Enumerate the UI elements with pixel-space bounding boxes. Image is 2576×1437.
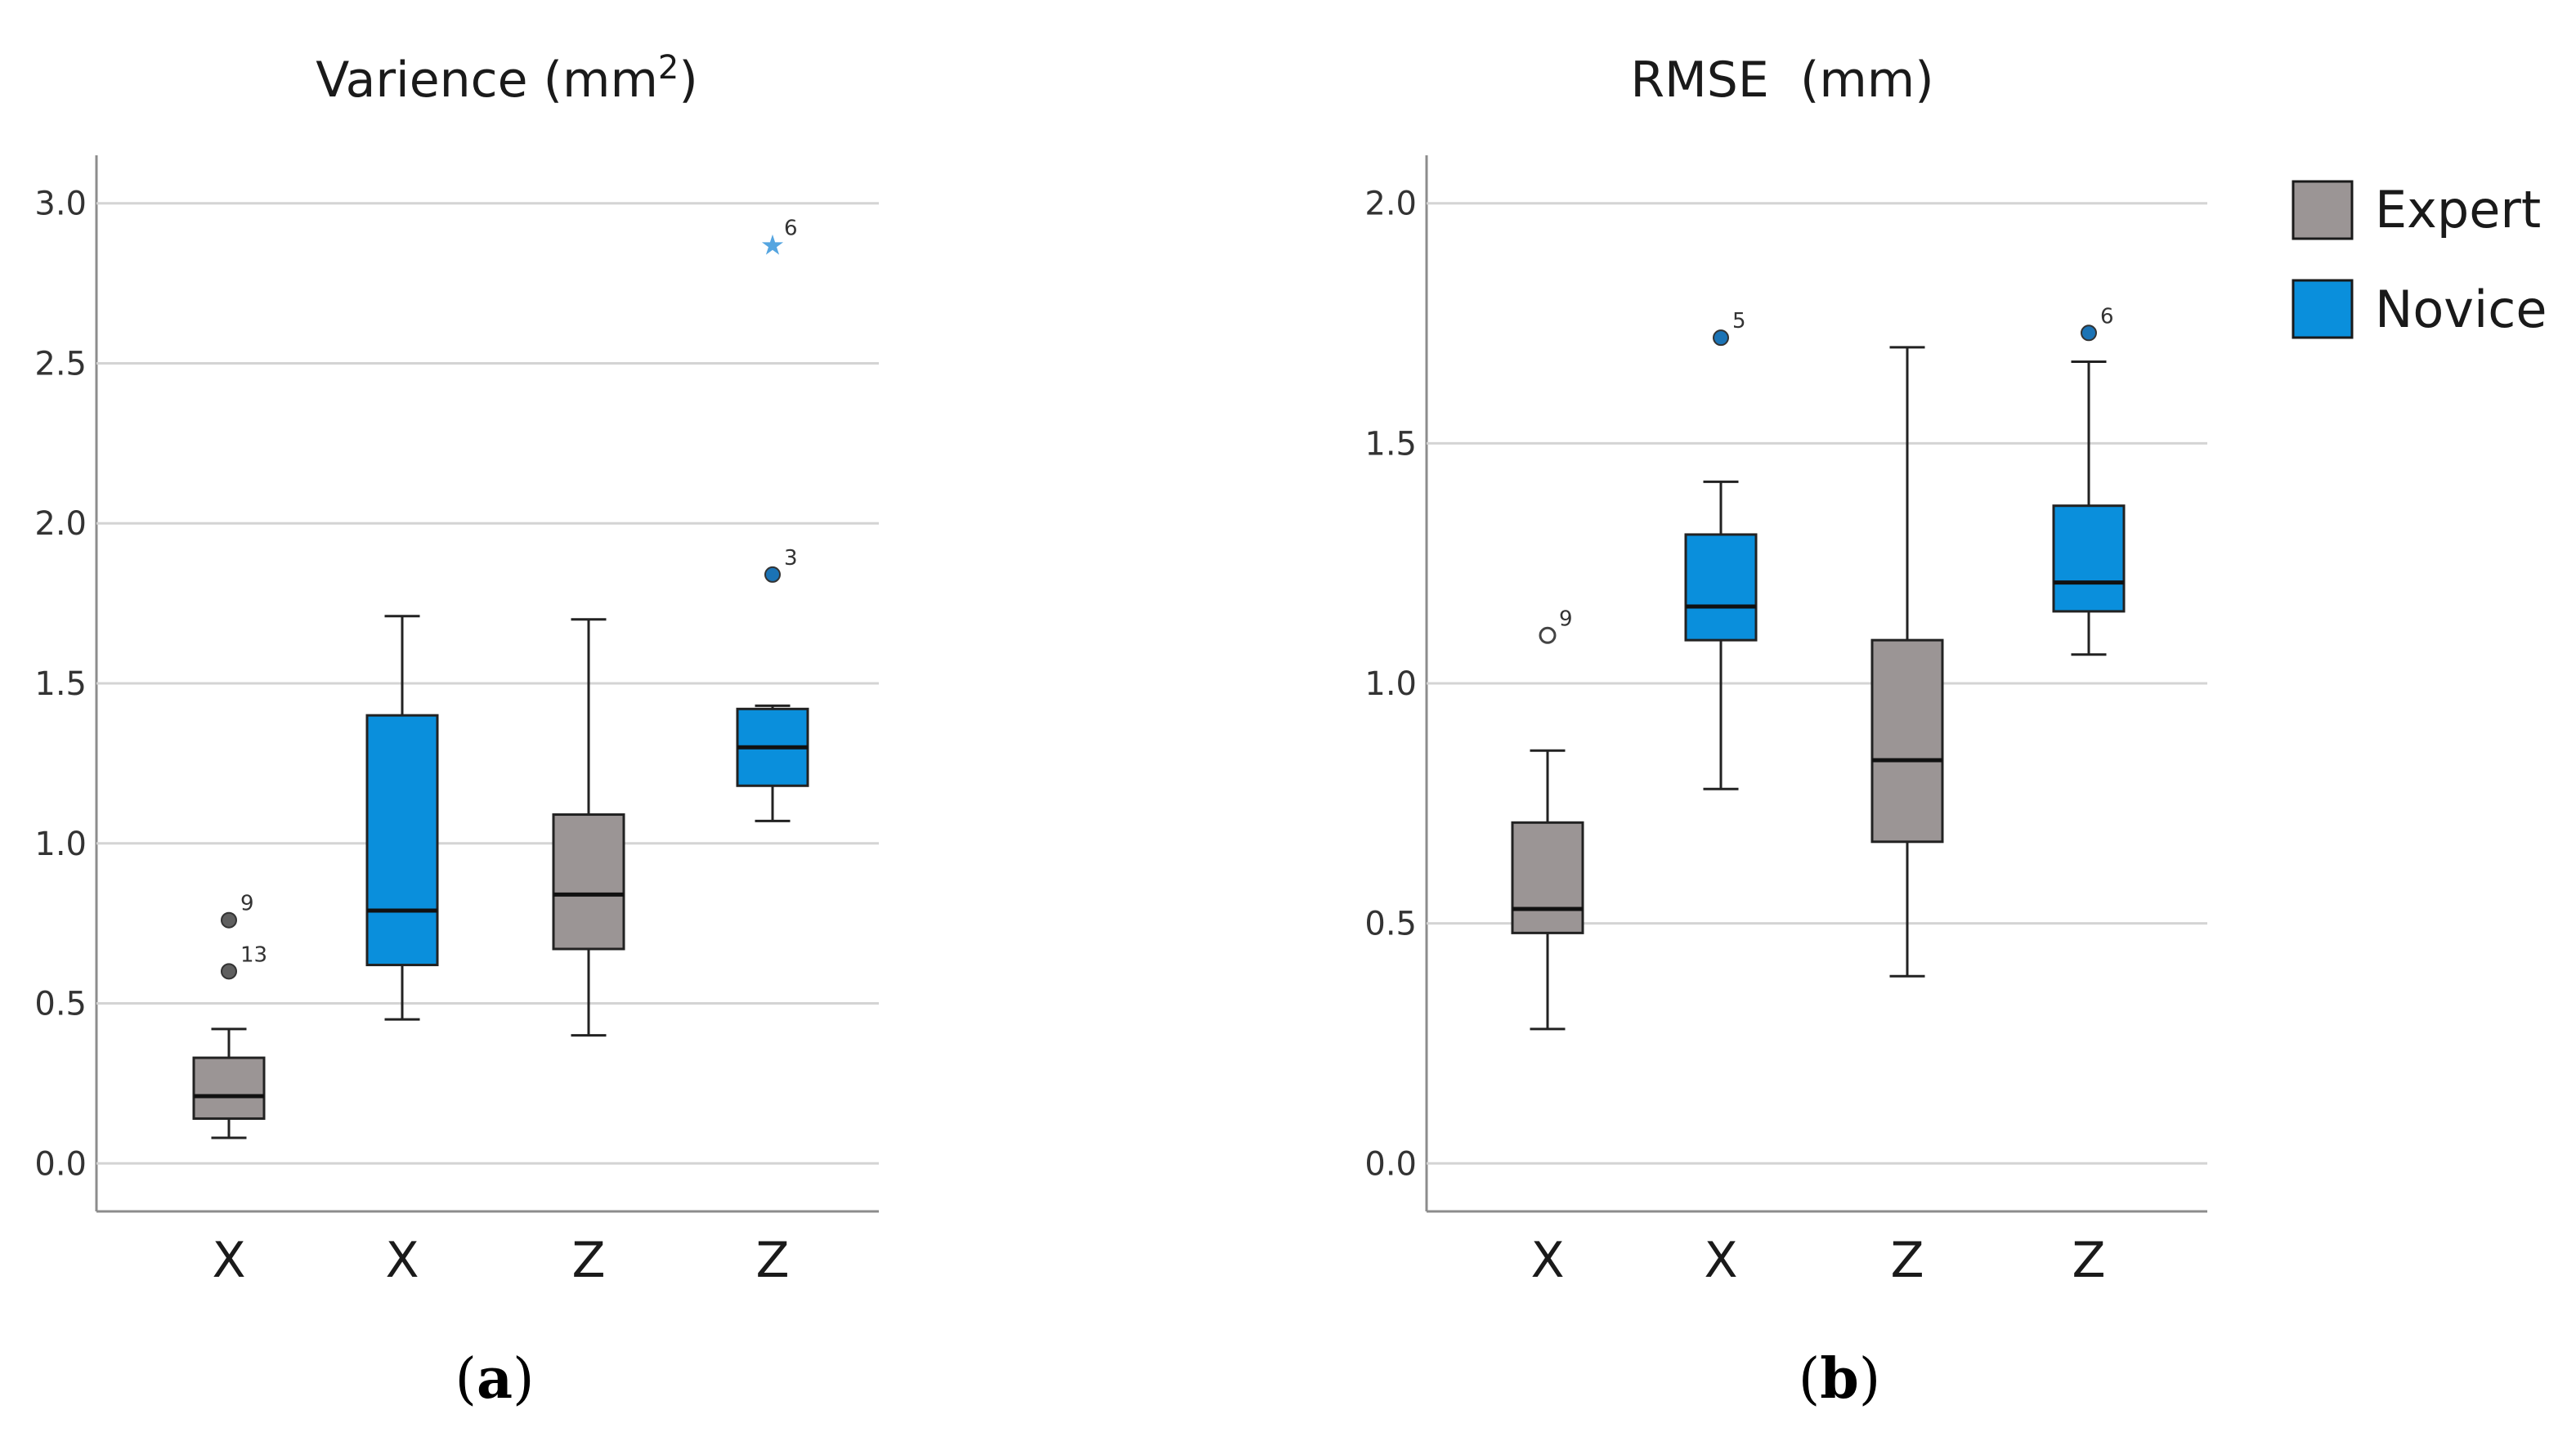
outlier-marker xyxy=(221,911,237,929)
box-iqr xyxy=(2052,504,2126,613)
outlier-marker xyxy=(764,566,781,583)
box-iqr xyxy=(365,714,439,967)
chart-rmse: RMSE (mm) 0.0 0.5 1.0 1.5 2.0 X X Z Z 9 5 6 (b) xyxy=(1364,51,2207,1412)
y-tick-label: 0.5 xyxy=(34,986,87,1023)
x-category-label: X xyxy=(1530,1232,1564,1289)
y-tick-label: 2.5 xyxy=(34,345,87,383)
box-expert-z xyxy=(552,618,625,1037)
y-tick-label: 1.0 xyxy=(34,826,87,863)
box-iqr xyxy=(1511,821,1584,934)
x-category-label: Z xyxy=(571,1232,605,1289)
outlier-label: 9 xyxy=(240,892,254,916)
legend-swatch-expert xyxy=(2292,180,2354,240)
box-novice-x xyxy=(365,615,439,1021)
x-category-label: Z xyxy=(1890,1232,1924,1289)
y-tick-label: 2.0 xyxy=(1364,186,1417,223)
chart-variance: Varience (mm2) 0.0 0.5 1.0 1.5 2.0 2.5 3.0 X X Z… xyxy=(34,49,879,1412)
y-tick-label: 2.0 xyxy=(34,505,87,543)
y-tick-labels: 0.0 0.5 1.0 1.5 2.0 2.5 3.0 xyxy=(34,186,87,1184)
outlier-marker xyxy=(221,963,237,980)
y-tick-labels: 0.0 0.5 1.0 1.5 2.0 xyxy=(1364,186,1417,1184)
panel-label-a: (a) xyxy=(455,1346,534,1412)
box-novice-x: 5 xyxy=(1684,309,1758,790)
box-novice-z: 6 xyxy=(2052,304,2126,656)
panel-label-b: (b) xyxy=(1799,1346,1881,1412)
x-category-label: Z xyxy=(755,1232,789,1289)
outlier-label: 9 xyxy=(1559,607,1573,631)
legend-label-expert: Expert xyxy=(2375,180,2541,239)
x-category-label: Z xyxy=(2072,1232,2105,1289)
box-expert-x: 9 13 xyxy=(192,892,267,1139)
outlier-label: 6 xyxy=(784,217,798,241)
x-category-label: X xyxy=(212,1232,245,1289)
y-tick-label: 1.0 xyxy=(1364,665,1417,703)
y-tick-label: 0.0 xyxy=(34,1145,87,1183)
outlier-label: 5 xyxy=(1732,309,1746,334)
y-tick-label: 1.5 xyxy=(34,665,87,703)
gridlines xyxy=(96,202,879,1165)
box-iqr xyxy=(1870,638,1944,844)
outlier-label: 6 xyxy=(2100,304,2114,329)
y-tick-label: 0.5 xyxy=(1364,906,1417,943)
box-novice-z: ★6 3 xyxy=(736,217,809,822)
outlier-label: 13 xyxy=(240,942,267,967)
legend-label-novice: Novice xyxy=(2375,280,2547,339)
box-expert-x: 9 xyxy=(1511,607,1584,1031)
outlier-marker xyxy=(1539,626,1557,644)
chart-title-variance: Varience (mm2) xyxy=(316,49,698,109)
box-series: 9 5 6 xyxy=(1511,304,2126,1031)
y-tick-label: 3.0 xyxy=(34,186,87,223)
y-tick-label: 1.5 xyxy=(1364,425,1417,463)
y-tick-label: 0.0 xyxy=(1364,1145,1417,1183)
legend: Expert Novice xyxy=(2292,180,2547,339)
outlier-marker xyxy=(1713,329,1729,347)
box-iqr xyxy=(552,813,625,951)
chart-title-rmse: RMSE (mm) xyxy=(1630,51,1933,109)
outlier-marker xyxy=(2081,325,2097,342)
legend-swatch-novice xyxy=(2292,279,2354,339)
box-series: 9 13 ★6 3 xyxy=(192,217,809,1139)
box-expert-z xyxy=(1870,346,1944,978)
box-iqr xyxy=(192,1056,266,1120)
box-iqr xyxy=(1684,533,1758,642)
x-category-label: X xyxy=(1704,1232,1737,1289)
outlier-extreme-marker: ★ xyxy=(760,230,785,262)
gridlines xyxy=(1427,202,2207,1165)
x-category-label: X xyxy=(385,1232,419,1289)
outlier-label: 3 xyxy=(784,546,798,571)
